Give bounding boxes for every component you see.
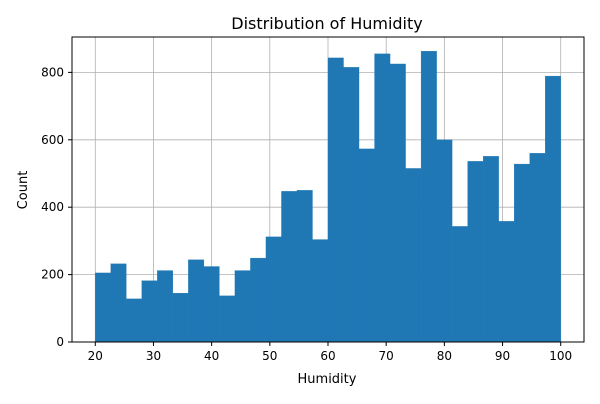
histogram-bar bbox=[451, 226, 468, 343]
histogram-bar bbox=[405, 168, 422, 343]
y-tick-label: 400 bbox=[41, 200, 64, 214]
x-tick-label: 90 bbox=[495, 349, 510, 363]
histogram-bar bbox=[436, 139, 453, 343]
x-tick-label: 60 bbox=[320, 349, 335, 363]
ticks-layer: 20 30 40 50 60 70 80 90 100 0 200 400 600 800 bbox=[41, 65, 572, 363]
x-tick-label: 100 bbox=[549, 349, 572, 363]
histogram-bar bbox=[467, 161, 484, 343]
histogram-bar bbox=[141, 280, 158, 343]
x-tick-label: 20 bbox=[88, 349, 103, 363]
histogram-bar bbox=[374, 53, 391, 343]
histogram-bar bbox=[529, 153, 546, 343]
histogram-bar bbox=[172, 292, 189, 343]
histogram-bar bbox=[358, 148, 375, 343]
x-tick-label: 40 bbox=[204, 349, 219, 363]
x-tick-label: 70 bbox=[379, 349, 394, 363]
histogram-bar bbox=[483, 156, 499, 343]
bars-layer bbox=[95, 51, 561, 343]
x-tick-label: 80 bbox=[437, 349, 452, 363]
histogram-bar bbox=[157, 270, 173, 343]
histogram-bar bbox=[126, 298, 142, 343]
histogram-bar bbox=[110, 263, 127, 343]
histogram-bar bbox=[312, 239, 329, 343]
histogram-bar bbox=[219, 295, 236, 343]
x-tick-label: 50 bbox=[262, 349, 277, 363]
histogram-bar bbox=[296, 190, 313, 343]
y-tick-label: 0 bbox=[56, 335, 64, 349]
x-tick-label: 30 bbox=[146, 349, 161, 363]
histogram-bar bbox=[389, 63, 406, 343]
y-tick-label: 800 bbox=[41, 65, 64, 79]
y-tick-label: 200 bbox=[41, 268, 64, 282]
histogram-bar bbox=[188, 259, 205, 343]
histogram-bar bbox=[250, 257, 267, 343]
histogram-bar bbox=[95, 272, 111, 343]
histogram-bar bbox=[545, 75, 561, 343]
histogram-bar bbox=[265, 236, 282, 343]
histogram-bar bbox=[343, 67, 360, 343]
x-axis-label: Humidity bbox=[298, 372, 357, 387]
chart-title: Distribution of Humidity bbox=[231, 14, 422, 33]
histogram-bar bbox=[234, 270, 251, 343]
y-tick-label: 600 bbox=[41, 133, 64, 147]
histogram-bar bbox=[281, 191, 298, 343]
histogram-bar bbox=[514, 163, 530, 343]
y-axis-label: Count bbox=[16, 171, 31, 210]
histogram-bar bbox=[420, 51, 437, 343]
histogram-bar bbox=[203, 266, 220, 343]
histogram-bar bbox=[498, 221, 515, 343]
histogram-bar bbox=[327, 57, 344, 343]
